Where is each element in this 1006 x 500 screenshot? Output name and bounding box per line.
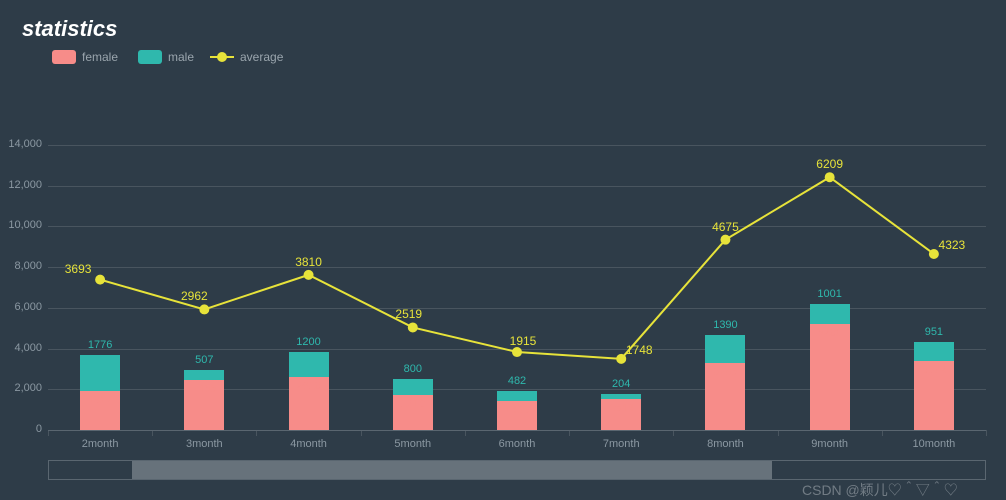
line-marker[interactable] bbox=[513, 348, 522, 357]
average-value-label: 3810 bbox=[295, 255, 322, 269]
average-value-label: 6209 bbox=[816, 157, 843, 171]
x-axis-label: 3month bbox=[186, 438, 223, 450]
x-axis-label: 10month bbox=[912, 438, 955, 450]
average-value-label: 3693 bbox=[65, 262, 92, 276]
watermark: CSDN @颖儿♡＾▽＾♡ bbox=[802, 480, 958, 500]
x-axis-label: 2month bbox=[82, 438, 119, 450]
x-axis-label: 4month bbox=[290, 438, 327, 450]
line-marker[interactable] bbox=[721, 235, 730, 244]
x-axis-label: 9month bbox=[811, 438, 848, 450]
line-marker[interactable] bbox=[929, 249, 938, 258]
line-marker[interactable] bbox=[825, 173, 834, 182]
line-marker[interactable] bbox=[96, 275, 105, 284]
line-marker[interactable] bbox=[408, 323, 417, 332]
average-line bbox=[0, 0, 1006, 500]
average-value-label: 4675 bbox=[712, 220, 739, 234]
line-marker[interactable] bbox=[304, 270, 313, 279]
average-value-label: 4323 bbox=[939, 238, 966, 252]
line-marker[interactable] bbox=[617, 354, 626, 363]
x-axis-label: 7month bbox=[603, 438, 640, 450]
average-value-label: 2962 bbox=[181, 289, 208, 303]
x-axis-label: 5month bbox=[394, 438, 431, 450]
average-value-label: 2519 bbox=[395, 307, 422, 321]
x-axis-label: 6month bbox=[499, 438, 536, 450]
x-axis-label: 8month bbox=[707, 438, 744, 450]
data-zoom-range[interactable] bbox=[132, 461, 772, 479]
average-value-label: 1915 bbox=[510, 334, 537, 348]
line-marker[interactable] bbox=[200, 305, 209, 314]
average-value-label: 1748 bbox=[626, 343, 653, 357]
